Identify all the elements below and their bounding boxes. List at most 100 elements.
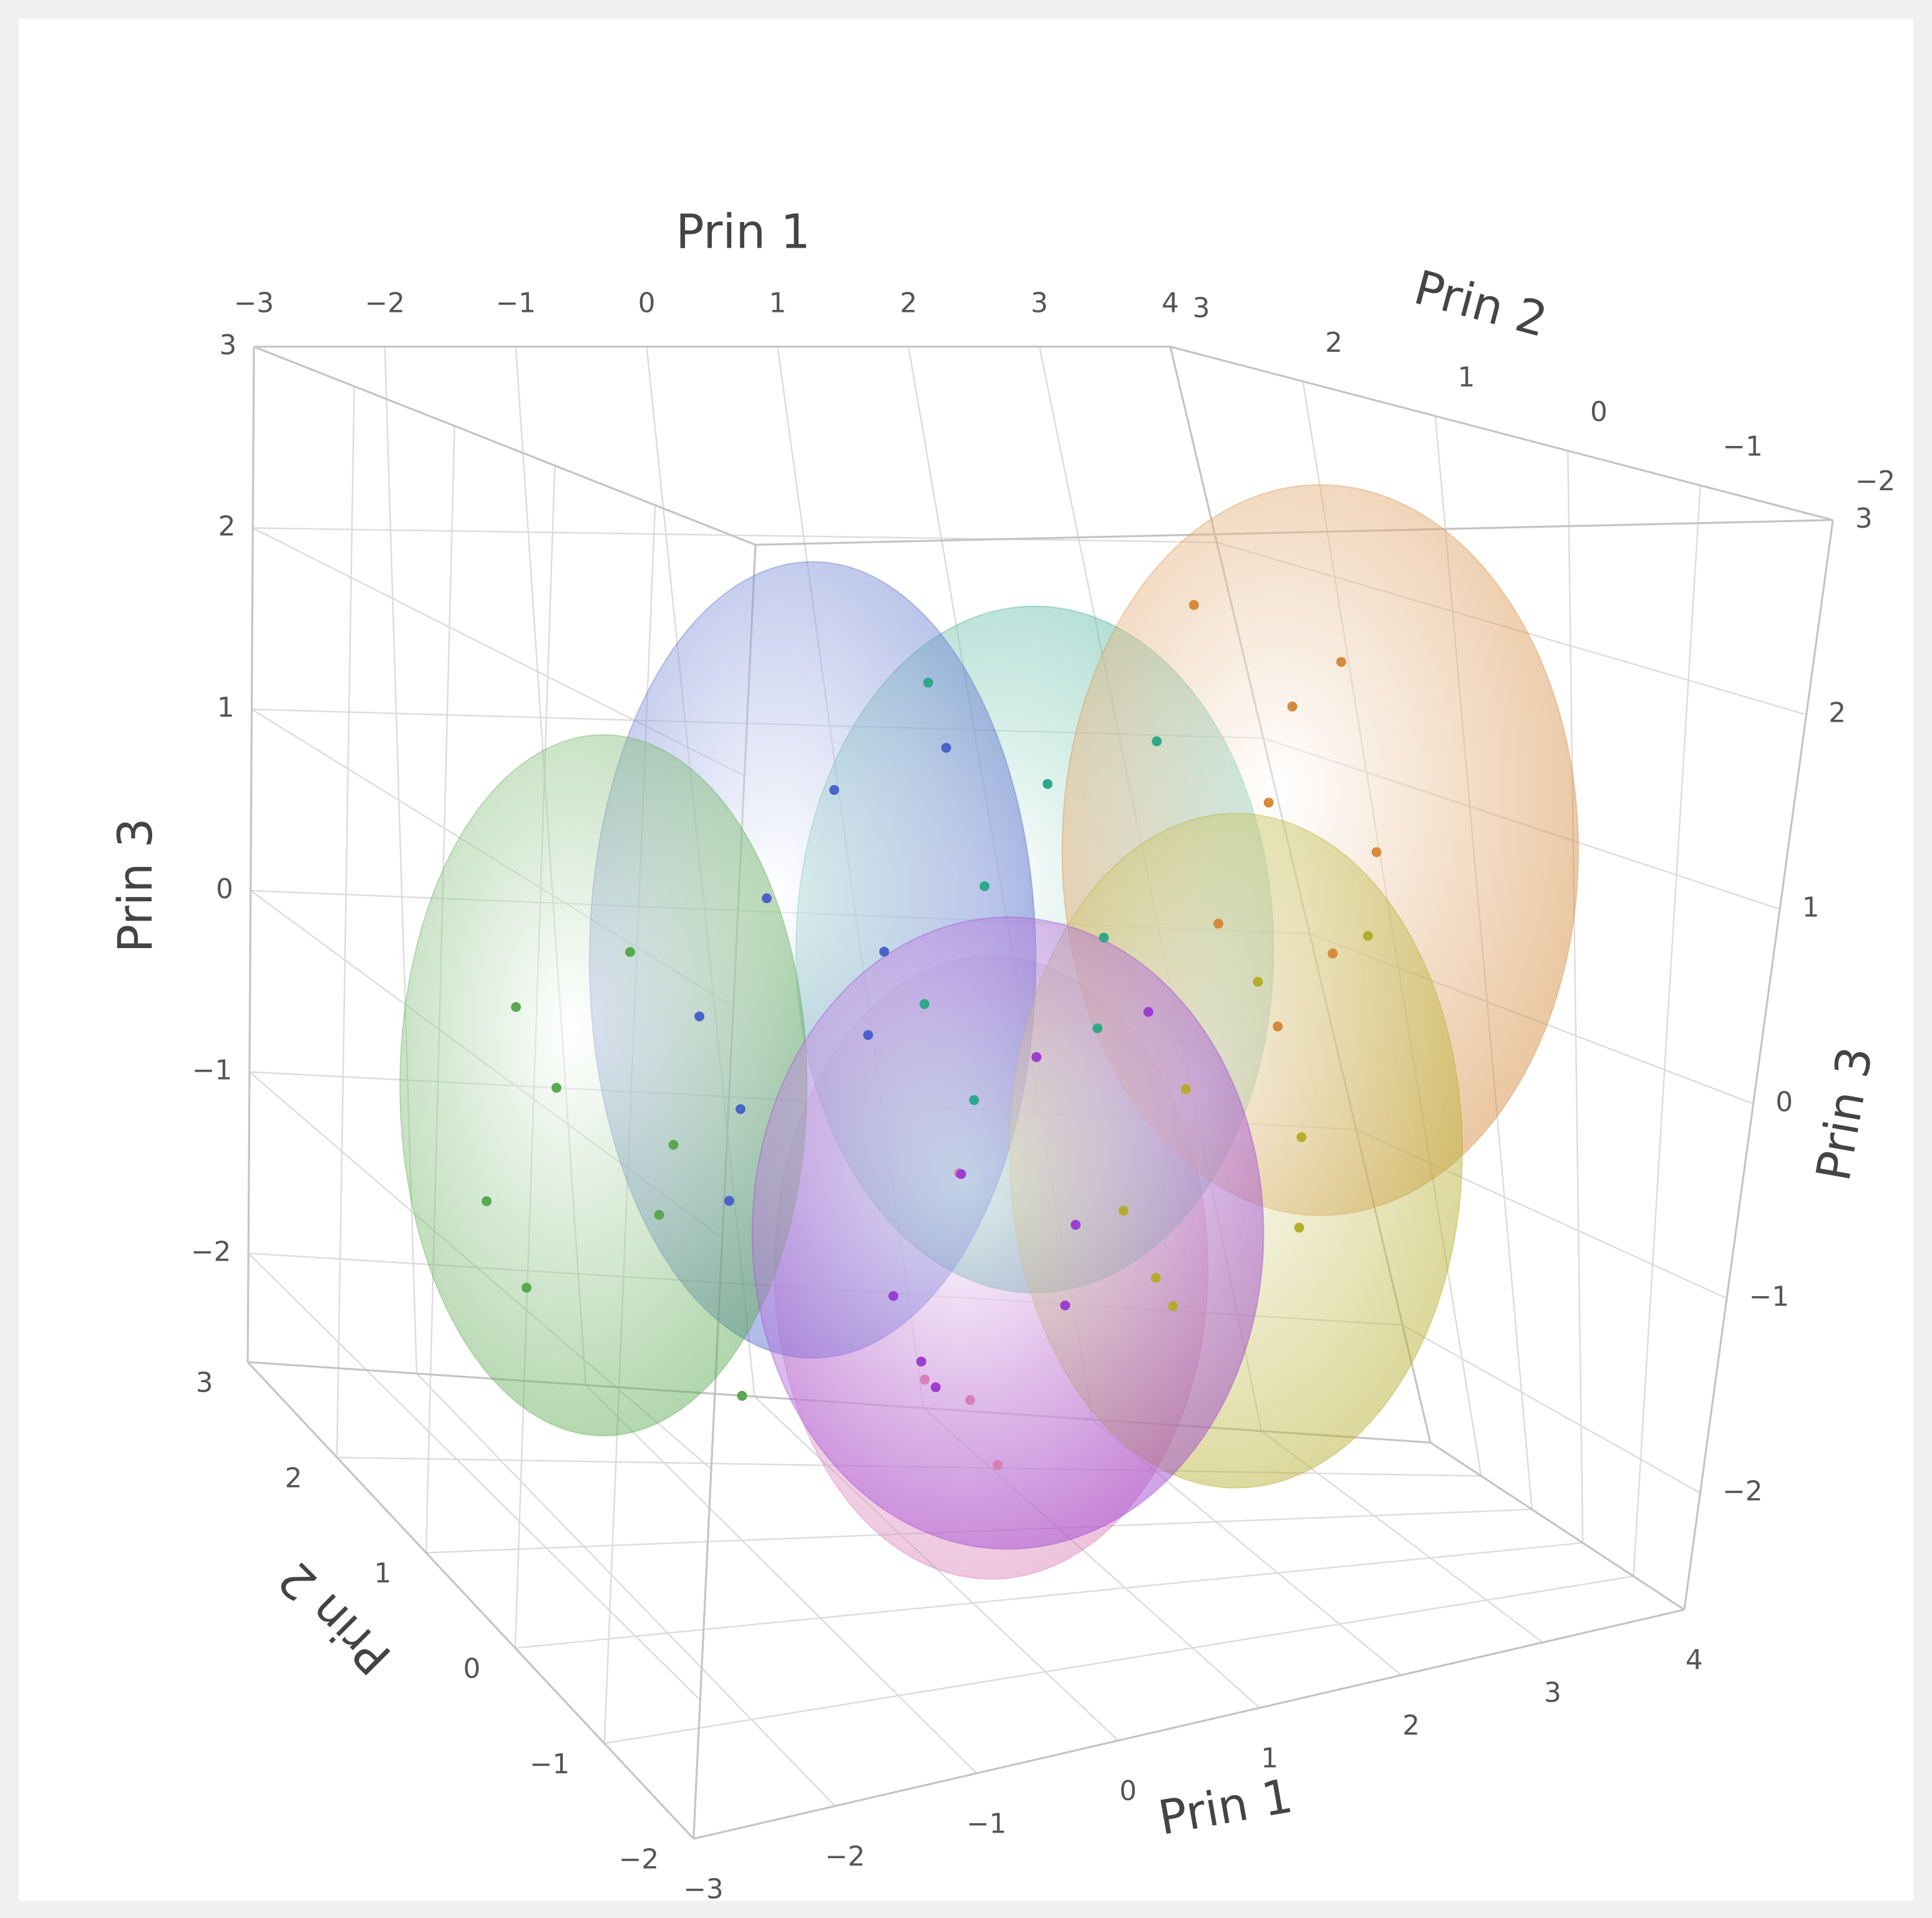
grid-line xyxy=(585,1384,978,1774)
data-point xyxy=(993,1460,1003,1470)
x-axis-title-top: Prin 1 xyxy=(676,205,810,259)
data-point xyxy=(941,742,951,753)
data-point xyxy=(1168,1301,1178,1312)
data-point xyxy=(979,881,990,891)
data-point xyxy=(735,1104,745,1115)
data-point xyxy=(694,1011,705,1022)
data-point xyxy=(1362,931,1373,941)
data-point xyxy=(482,1196,492,1206)
data-point xyxy=(829,785,840,795)
y-tick-label: 3 xyxy=(1193,292,1210,324)
box-edge xyxy=(693,1609,1685,1840)
z-tick-label: 2 xyxy=(218,511,236,543)
data-point xyxy=(1188,600,1199,610)
data-point xyxy=(1152,736,1162,747)
data-point xyxy=(965,1395,976,1405)
data-point xyxy=(888,1291,898,1301)
z-tick-label: −2 xyxy=(1722,1476,1762,1508)
x-tick-label: 4 xyxy=(1686,1644,1703,1676)
data-point xyxy=(1213,918,1223,929)
data-point xyxy=(1371,847,1382,858)
x-tick-label: 2 xyxy=(1402,1710,1420,1741)
x-tick-label: −3 xyxy=(234,287,274,319)
data-point xyxy=(1119,1206,1129,1216)
data-point xyxy=(1294,1223,1304,1233)
x-tick-label: 2 xyxy=(900,287,917,319)
data-point xyxy=(919,999,930,1009)
data-point xyxy=(863,1030,873,1040)
z-axis-title: Prin 3 xyxy=(108,818,163,952)
x-tick-label: 4 xyxy=(1162,287,1179,319)
data-point xyxy=(1336,657,1346,667)
data-point xyxy=(1273,1021,1283,1032)
z-tick-label: −2 xyxy=(191,1236,231,1267)
data-point xyxy=(1328,948,1338,959)
grid-line xyxy=(604,1575,1634,1745)
box-edge xyxy=(1170,346,1833,521)
data-point xyxy=(1099,932,1109,943)
y-tick-label: −1 xyxy=(530,1748,570,1780)
x-tick-label: 0 xyxy=(1119,1775,1137,1807)
data-point xyxy=(1143,1007,1153,1017)
data-point xyxy=(522,1282,532,1293)
ellipsoid xyxy=(751,916,1265,1550)
grid-line xyxy=(515,1542,1583,1649)
y-tick-label: −1 xyxy=(1722,431,1762,463)
x-tick-label: −3 xyxy=(683,1873,723,1905)
y-tick-label: 2 xyxy=(1325,327,1342,359)
grid-line xyxy=(248,1252,701,1701)
data-point xyxy=(762,893,772,904)
ellipsoids xyxy=(399,484,1580,1580)
data-point xyxy=(1070,1219,1081,1230)
z-tick-label: 3 xyxy=(219,329,236,361)
x-tick-label: 1 xyxy=(1261,1742,1278,1774)
z-tick-label: 1 xyxy=(1802,892,1820,924)
data-point xyxy=(1263,797,1274,808)
x-tick-label: 3 xyxy=(1031,287,1048,319)
y-tick-label: 0 xyxy=(464,1653,481,1685)
z-tick-label: 0 xyxy=(216,873,233,905)
y-tick-label: 2 xyxy=(285,1462,303,1494)
data-point xyxy=(1031,1052,1042,1062)
box-edge xyxy=(246,346,255,1362)
data-point xyxy=(956,1169,966,1179)
z-tick-label: 1 xyxy=(217,692,235,724)
x-tick-label: 1 xyxy=(769,287,787,319)
y-tick-label: 3 xyxy=(196,1367,213,1398)
data-point xyxy=(1150,1272,1161,1283)
grid-line xyxy=(1567,450,1584,1543)
data-point xyxy=(625,947,636,957)
data-point xyxy=(1287,701,1298,712)
data-point xyxy=(551,1083,561,1093)
data-point xyxy=(668,1140,679,1150)
z-tick-label: 0 xyxy=(1775,1087,1793,1118)
grid-line xyxy=(253,527,1217,543)
data-point xyxy=(920,1374,930,1385)
grid-line xyxy=(336,386,356,1458)
ellipsoid xyxy=(399,734,808,1436)
y-tick-label: −2 xyxy=(619,1844,659,1876)
x-tick-label: 3 xyxy=(1544,1677,1561,1709)
z-tick-label: 2 xyxy=(1828,697,1846,729)
box-edge xyxy=(1683,520,1834,1610)
data-point xyxy=(1296,1132,1307,1143)
points xyxy=(482,600,1382,1470)
y-tick-label: 1 xyxy=(374,1557,392,1589)
z-tick-label: −1 xyxy=(192,1055,232,1087)
box-edge xyxy=(246,1361,694,1840)
data-point xyxy=(916,1356,926,1367)
z-tick-label: −1 xyxy=(1749,1281,1789,1313)
data-point xyxy=(1092,1023,1103,1034)
y-tick-label: 0 xyxy=(1590,396,1608,428)
grid-line xyxy=(416,1373,836,1807)
data-point xyxy=(923,677,933,688)
z-tick-label: 3 xyxy=(1855,503,1873,535)
data-point xyxy=(1253,977,1263,987)
data-point xyxy=(1180,1084,1191,1094)
data-point xyxy=(969,1095,979,1105)
x-tick-label: −1 xyxy=(496,287,536,319)
data-point xyxy=(654,1209,664,1220)
box-edge xyxy=(1430,1441,1685,1611)
grid-line xyxy=(1633,485,1701,1577)
